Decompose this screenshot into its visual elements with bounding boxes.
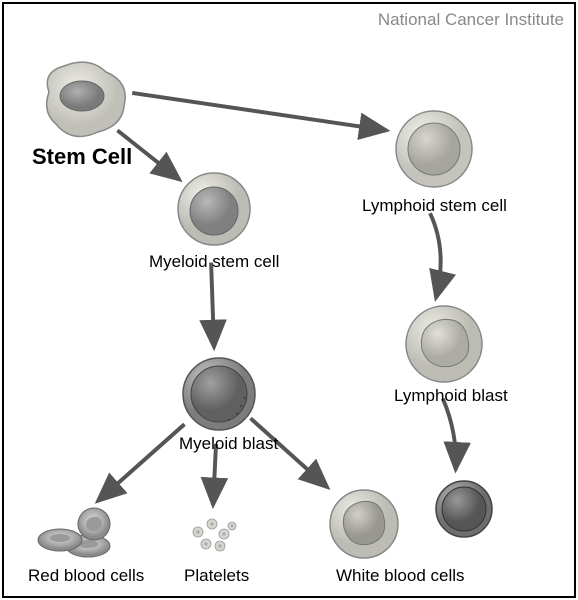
lymphoid-blast-label: Lymphoid blast	[394, 386, 508, 406]
arrow-stem-lymphoid	[132, 93, 386, 130]
myeloid-blast-label: Myeloid blast	[179, 434, 278, 454]
wbc-label: White blood cells	[336, 566, 465, 586]
attribution-text: National Cancer Institute	[378, 10, 564, 30]
lymphoid-stem-label: Lymphoid stem cell	[362, 196, 507, 216]
arrow-lymphblast-wbc	[443, 399, 456, 470]
myeloid-blast	[179, 354, 259, 434]
rbc-label: Red blood cells	[28, 566, 144, 586]
arrow-lymphsc-blast	[430, 213, 441, 298]
red-blood-cells	[34, 504, 124, 564]
stem-cell-label: Stem Cell	[32, 144, 132, 170]
white-blood-cell	[326, 486, 402, 562]
myeloid-stem-cell	[174, 169, 254, 249]
stem-cell	[34, 54, 134, 154]
platelets	[184, 514, 244, 559]
lymphoid-white-blood-cell	[432, 477, 496, 541]
lymphoid-blast	[402, 302, 486, 386]
arrow-blast-rbc	[98, 424, 185, 501]
arrow-myeloidsc-blast	[211, 263, 214, 348]
platelets-label: Platelets	[184, 566, 249, 586]
myeloid-stem-label: Myeloid stem cell	[149, 252, 279, 272]
lymphoid-stem-cell	[392, 107, 476, 191]
diagram-frame: National Cancer Institute	[2, 2, 576, 598]
